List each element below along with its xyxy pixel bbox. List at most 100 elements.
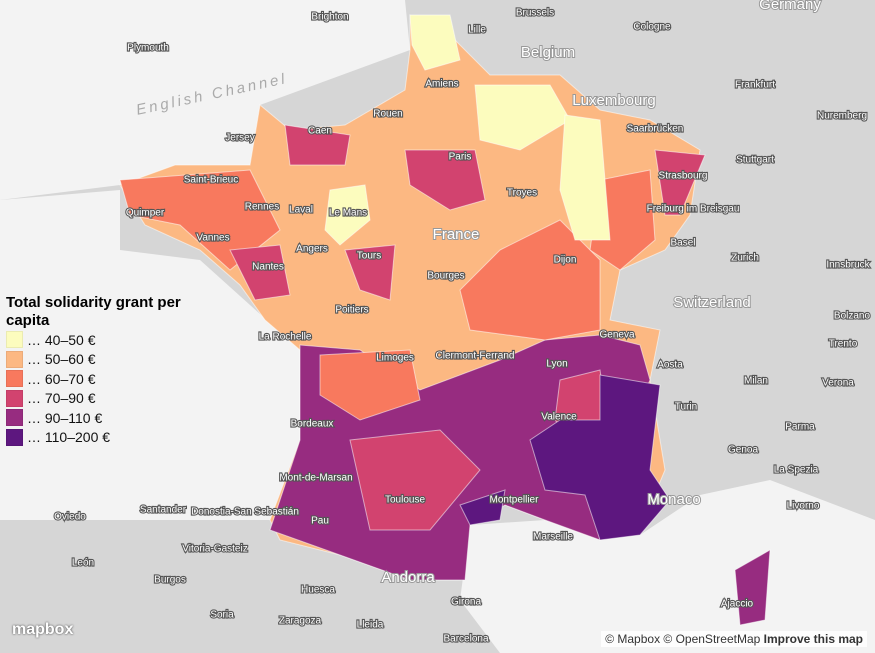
city-label: Saarbrücken	[627, 124, 684, 135]
city-label: Pau	[311, 516, 329, 527]
legend-item: … 60–70 €	[6, 369, 216, 389]
legend: Total solidarity grant per capita … 40–5…	[6, 294, 216, 447]
city-label: Verona	[822, 378, 854, 389]
legend-item: … 90–110 €	[6, 408, 216, 428]
country-label: Switzerland	[673, 294, 751, 311]
legend-item: … 110–200 €	[6, 428, 216, 448]
city-label: Angers	[296, 244, 328, 255]
legend-label: … 110–200 €	[27, 429, 111, 446]
city-label: Stuttgart	[736, 155, 774, 166]
city-label: Lyon	[546, 359, 567, 370]
city-label: Genoa	[728, 445, 758, 456]
city-label: Bolzano	[834, 311, 871, 322]
city-label: Toulouse	[385, 495, 425, 506]
region	[349, 429, 481, 531]
city-label: Zurich	[731, 253, 759, 264]
country-label: Germany	[759, 0, 821, 13]
city-label: Freiburg im Breisgau	[647, 204, 740, 215]
legend-item: … 70–90 €	[6, 389, 216, 409]
city-label: Girona	[451, 597, 481, 608]
city-label: Soria	[210, 610, 234, 621]
city-label: Caen	[308, 126, 332, 137]
city-label: Rouen	[373, 109, 402, 120]
city-label: Amiens	[425, 79, 458, 90]
mapbox-logo[interactable]: mapbox	[12, 621, 74, 638]
city-label: Donostia-San Sebastián	[191, 507, 299, 518]
region	[459, 489, 506, 526]
city-label: Turin	[675, 402, 697, 413]
city-label: Vannes	[196, 233, 229, 244]
city-label: Laval	[289, 205, 313, 216]
region	[474, 84, 571, 151]
city-label: Huesca	[301, 585, 335, 596]
region	[324, 184, 371, 246]
legend-item: … 40–50 €	[6, 330, 216, 350]
city-label: Limoges	[376, 353, 414, 364]
city-label: Valence	[541, 412, 577, 423]
country-label: France	[433, 226, 480, 243]
region	[284, 124, 351, 166]
city-label: Lille	[468, 25, 486, 36]
city-label: Nantes	[252, 262, 284, 273]
legend-title: Total solidarity grant per capita	[6, 294, 181, 329]
legend-label: … 90–110 €	[27, 409, 103, 426]
legend-swatch	[6, 389, 23, 407]
legend-swatch	[6, 331, 23, 349]
city-label: La Rochelle	[259, 332, 312, 343]
city-label: Strasbourg	[659, 171, 708, 182]
region	[229, 244, 291, 301]
region	[119, 169, 281, 271]
city-label: Clermont-Ferrand	[436, 351, 515, 362]
country-label: Luxembourg	[572, 92, 655, 109]
region	[319, 349, 421, 421]
city-label: Brussels	[516, 8, 554, 19]
region	[459, 219, 601, 341]
region	[734, 549, 771, 626]
city-label: Plymouth	[127, 43, 169, 54]
city-label: Frankfurt	[735, 80, 775, 91]
region	[654, 149, 706, 216]
city-label: Dijon	[554, 255, 577, 266]
city-label: Parma	[785, 422, 815, 433]
legend-swatch	[6, 370, 23, 388]
city-label: Livorno	[787, 501, 820, 512]
city-label: Rennes	[245, 202, 279, 213]
city-label: La Spezia	[774, 465, 819, 476]
legend-label: … 50–60 €	[27, 351, 96, 368]
city-label: Santander	[140, 505, 187, 516]
city-label: Cologne	[633, 22, 671, 33]
city-label: Saint-Brieuc	[184, 175, 238, 186]
city-label: Poitiers	[335, 305, 368, 316]
city-label: Innsbruck	[826, 260, 870, 271]
country-label: Belgium	[521, 44, 575, 61]
legend-label: … 40–50 €	[27, 331, 96, 348]
attribution-text[interactable]: © Mapbox © OpenStreetMap	[605, 632, 761, 646]
city-label: Trento	[829, 339, 858, 350]
legend-swatch	[6, 409, 23, 427]
sea	[0, 0, 410, 200]
city-label: Le Mans	[329, 208, 367, 219]
improve-link[interactable]: Improve this map	[763, 632, 863, 646]
city-label: Paris	[449, 152, 472, 163]
region	[409, 14, 461, 71]
city-label: Milan	[744, 376, 768, 387]
city-label: Quimper	[126, 208, 165, 219]
city-label: León	[72, 558, 94, 569]
city-label: Barcelona	[443, 634, 488, 645]
city-label: Montpellier	[490, 495, 540, 506]
region	[559, 114, 611, 241]
legend-swatch	[6, 350, 23, 368]
city-label: Nuremberg	[817, 111, 867, 122]
sea	[0, 190, 300, 520]
city-label: Oviedo	[54, 512, 86, 523]
country-label: Andorra	[381, 569, 435, 586]
city-label: Vitoria-Gasteiz	[182, 544, 247, 555]
city-label: Marseille	[533, 532, 573, 543]
city-label: Tours	[357, 251, 381, 262]
city-label: Troyes	[507, 188, 537, 199]
city-label: Brighton	[311, 12, 348, 23]
region	[529, 374, 671, 541]
city-label: Basel	[670, 238, 695, 249]
city-label: Ajaccio	[721, 599, 754, 610]
